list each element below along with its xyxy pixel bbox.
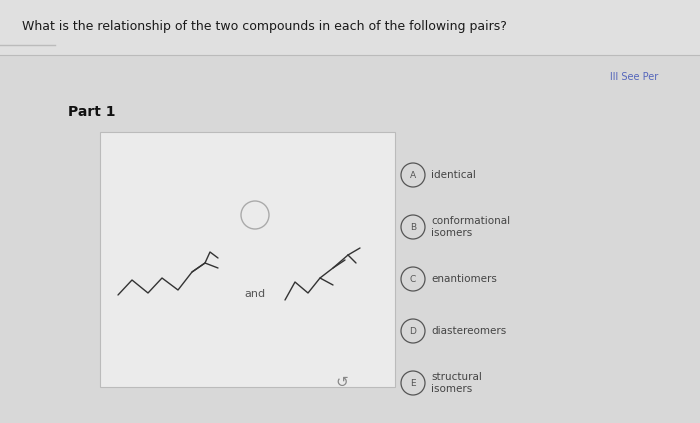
Text: B: B bbox=[410, 222, 416, 231]
Text: E: E bbox=[410, 379, 416, 387]
Bar bbox=[100, 132, 395, 387]
Text: and: and bbox=[244, 289, 265, 299]
Text: C: C bbox=[410, 275, 416, 283]
Text: A: A bbox=[410, 170, 416, 179]
Text: enantiomers: enantiomers bbox=[431, 274, 497, 284]
Bar bbox=[0, 0, 700, 55]
Text: diastereomers: diastereomers bbox=[431, 326, 506, 336]
Text: ↺: ↺ bbox=[335, 374, 349, 390]
Text: D: D bbox=[410, 327, 416, 335]
Text: Part 1: Part 1 bbox=[68, 105, 116, 119]
Text: identical: identical bbox=[431, 170, 476, 180]
Text: lll See Per: lll See Per bbox=[610, 72, 658, 82]
Text: structural
isomers: structural isomers bbox=[431, 372, 482, 394]
Text: conformational
isomers: conformational isomers bbox=[431, 216, 510, 238]
Text: What is the relationship of the two compounds in each of the following pairs?: What is the relationship of the two comp… bbox=[22, 20, 507, 33]
